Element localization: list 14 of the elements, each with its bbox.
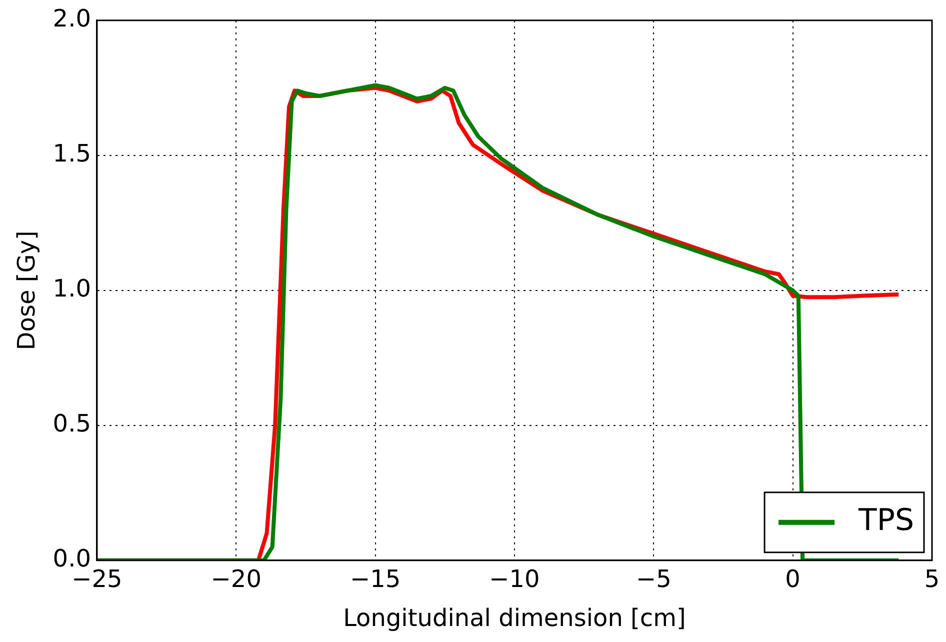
y-axis-title: Dose [Gy] (12, 230, 41, 350)
y-tick-label: 1.5 (52, 140, 91, 168)
x-tick-label: −15 (350, 565, 401, 594)
x-tick-label: 5 (924, 565, 940, 594)
x-tick-label: 0 (785, 565, 800, 594)
x-tick-label: −10 (489, 565, 540, 594)
x-tick-label: −20 (210, 565, 262, 594)
x-tick-label: −5 (636, 565, 672, 594)
y-tick-label: 2.0 (52, 4, 91, 33)
y-tick-label: 0.0 (52, 544, 91, 573)
y-tick-label: 1.0 (52, 274, 91, 303)
legend-label: TPS (858, 503, 914, 538)
x-axis-title: Longitudinal dimension [cm] (343, 604, 686, 632)
y-tick-label: 0.5 (52, 410, 91, 438)
